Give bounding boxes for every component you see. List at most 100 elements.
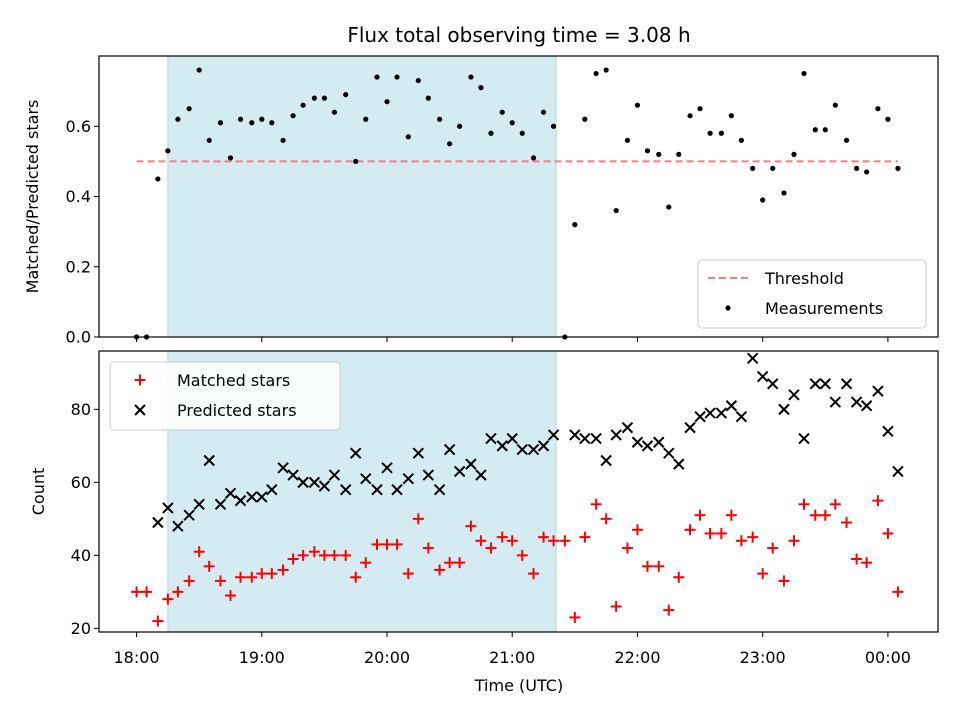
y-axis-label: Matched/Predicted stars bbox=[23, 100, 42, 294]
data-point bbox=[186, 106, 192, 112]
data-point bbox=[360, 557, 372, 569]
data-point bbox=[684, 524, 696, 536]
legend-label: Threshold bbox=[764, 269, 844, 288]
data-point bbox=[569, 611, 581, 623]
series-0-0 bbox=[133, 67, 901, 340]
data-point bbox=[227, 155, 234, 161]
data-point bbox=[422, 469, 435, 481]
data-point bbox=[425, 95, 431, 101]
data-point bbox=[318, 549, 330, 561]
data-point bbox=[735, 535, 747, 547]
data-point bbox=[478, 85, 484, 91]
chart-title: Flux total observing time = 3.08 h bbox=[347, 23, 690, 47]
data-point bbox=[631, 524, 643, 536]
data-point bbox=[311, 95, 317, 101]
data-point bbox=[527, 443, 540, 456]
data-point bbox=[613, 207, 619, 214]
data-point bbox=[246, 491, 258, 503]
data-point bbox=[328, 549, 340, 561]
data-point bbox=[590, 498, 602, 510]
data-point bbox=[579, 531, 591, 543]
data-point bbox=[457, 123, 463, 129]
data-point bbox=[350, 571, 362, 583]
data-point bbox=[687, 113, 693, 119]
data-point bbox=[841, 517, 853, 529]
legend-label: Predicted stars bbox=[177, 401, 297, 420]
data-point bbox=[516, 549, 528, 561]
x-tick-label: 21:00 bbox=[489, 648, 535, 667]
data-point bbox=[829, 498, 841, 510]
data-point bbox=[155, 176, 161, 182]
data-point bbox=[550, 123, 557, 129]
legend: Matched stars Predicted stars bbox=[109, 361, 341, 431]
data-point bbox=[715, 407, 728, 419]
data-point bbox=[673, 458, 685, 470]
data-point bbox=[694, 410, 706, 423]
bottom-panel: 20 40 60 80 18:00 19:00 20:00 21:00 22:00 23:00 00… bbox=[29, 350, 939, 667]
data-point bbox=[704, 527, 716, 539]
data-point bbox=[287, 553, 299, 565]
legend-marker bbox=[134, 404, 146, 416]
data-point bbox=[217, 120, 224, 126]
data-point bbox=[798, 498, 810, 510]
data-point bbox=[819, 509, 831, 521]
data-point bbox=[384, 99, 390, 105]
x-axis-label: Time (UTC) bbox=[474, 676, 563, 695]
data-point bbox=[339, 483, 352, 496]
data-point bbox=[538, 531, 550, 543]
y-tick-label: 20 bbox=[71, 619, 91, 638]
data-point bbox=[318, 480, 331, 492]
legend-label: Matched stars bbox=[177, 371, 290, 390]
data-point bbox=[778, 575, 790, 587]
data-point bbox=[519, 130, 525, 136]
data-point bbox=[843, 137, 850, 143]
data-point bbox=[465, 458, 477, 470]
data-point bbox=[582, 116, 588, 122]
legend: Threshold Measurements bbox=[697, 259, 927, 329]
data-point bbox=[434, 564, 446, 576]
data-point bbox=[697, 106, 703, 112]
data-point bbox=[757, 568, 769, 580]
data-point bbox=[141, 586, 153, 598]
data-point bbox=[287, 469, 299, 481]
data-point bbox=[875, 106, 881, 112]
data-point bbox=[488, 130, 494, 136]
data-point bbox=[433, 483, 446, 496]
data-point bbox=[328, 469, 341, 481]
data-point bbox=[402, 473, 415, 485]
data-point bbox=[246, 571, 258, 583]
data-point bbox=[131, 586, 143, 598]
data-point bbox=[266, 483, 278, 496]
data-point bbox=[277, 564, 289, 576]
data-point bbox=[547, 429, 560, 441]
data-point bbox=[300, 102, 306, 108]
data-point bbox=[506, 432, 518, 445]
data-point bbox=[725, 509, 737, 521]
data-point bbox=[861, 557, 873, 569]
data-point bbox=[760, 197, 766, 203]
data-point bbox=[437, 116, 443, 122]
data-point bbox=[750, 165, 756, 171]
data-point bbox=[371, 483, 383, 496]
data-point bbox=[590, 432, 602, 445]
data-point bbox=[621, 542, 633, 554]
data-point bbox=[249, 120, 255, 126]
data-point bbox=[621, 421, 634, 434]
x-tick-label: 20:00 bbox=[364, 648, 410, 667]
data-point bbox=[600, 513, 612, 525]
data-point bbox=[656, 151, 662, 157]
data-point bbox=[791, 151, 797, 157]
data-point bbox=[214, 575, 226, 587]
data-point bbox=[162, 502, 174, 514]
data-point bbox=[694, 509, 706, 521]
data-point bbox=[415, 77, 421, 84]
data-point bbox=[851, 553, 863, 565]
plot-frame bbox=[98, 350, 939, 633]
data-point bbox=[728, 113, 734, 119]
data-point bbox=[788, 389, 800, 401]
data-point bbox=[183, 575, 195, 587]
data-point bbox=[819, 378, 832, 390]
y-tick-label: 0.6 bbox=[66, 117, 91, 136]
data-point bbox=[308, 476, 321, 489]
